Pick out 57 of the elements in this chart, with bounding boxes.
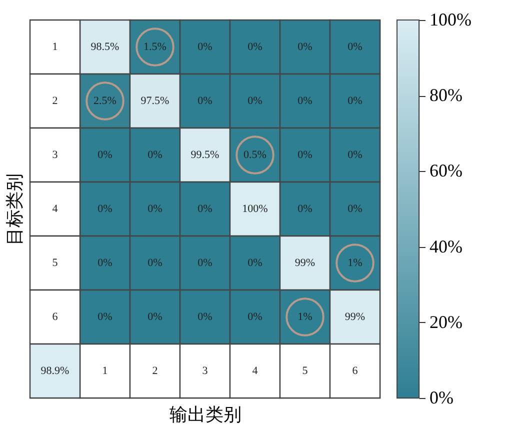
- x-axis-title: 输出类别: [170, 404, 242, 424]
- data-label: 97.5%: [140, 95, 170, 107]
- color-bar-label: 80%: [430, 85, 462, 106]
- y-tick-label: 3: [52, 149, 58, 161]
- data-label: 0%: [248, 257, 262, 269]
- x-tick-label: 2: [152, 365, 158, 377]
- data-label: 2.5%: [94, 95, 116, 107]
- data-label: 0%: [98, 149, 112, 161]
- y-tick-label: 2: [52, 95, 58, 107]
- data-label: 0%: [348, 41, 362, 53]
- data-label: 0%: [198, 41, 212, 53]
- color-bar-label: 60%: [430, 160, 462, 181]
- data-label: 0%: [348, 95, 362, 107]
- data-label: 0%: [198, 257, 212, 269]
- data-label: 0%: [298, 41, 312, 53]
- x-tick-label: 1: [102, 365, 108, 377]
- y-tick-label: 5: [52, 257, 58, 269]
- color-bar-label: 40%: [430, 236, 462, 256]
- y-tick-label: 1: [52, 41, 58, 53]
- data-label: 0%: [98, 257, 112, 269]
- x-tick-label: 6: [352, 365, 358, 377]
- color-bar-label: 100%: [430, 10, 472, 30]
- data-label: 0%: [248, 95, 262, 107]
- data-label: 1%: [298, 311, 312, 323]
- data-label: 1%: [348, 257, 362, 269]
- data-label: 0%: [148, 203, 162, 215]
- y-tick-label: 6: [52, 311, 58, 323]
- text: 98.9%: [40, 365, 70, 377]
- data-label: 0%: [148, 311, 162, 323]
- data-label: 0%: [248, 41, 262, 53]
- data-label: 0%: [298, 95, 312, 107]
- data-label: 99.5%: [190, 149, 220, 161]
- data-label: 0%: [248, 311, 262, 323]
- data-label: 0%: [198, 311, 212, 323]
- data-label: 1.5%: [144, 41, 166, 53]
- x-tick-label: 4: [252, 365, 258, 377]
- data-label: 98.5%: [90, 41, 120, 53]
- data-label: 0%: [298, 149, 312, 161]
- data-label: 0%: [298, 203, 312, 215]
- data-label: 0%: [198, 203, 212, 215]
- x-tick-label: 3: [202, 365, 208, 377]
- data-label: 0.5%: [244, 149, 266, 161]
- data-label: 0%: [98, 311, 112, 323]
- data-label: 0%: [98, 203, 112, 215]
- data-label: 0%: [148, 149, 162, 161]
- data-label: 0%: [148, 257, 162, 269]
- color-bar-label: 20%: [430, 312, 462, 332]
- data-label: 0%: [348, 149, 362, 161]
- x-tick-label: 5: [302, 365, 308, 377]
- data-label: 99%: [294, 257, 316, 269]
- y-tick-label: 4: [52, 203, 58, 215]
- data-label: 100%: [242, 203, 268, 215]
- data-label: 99%: [344, 311, 366, 323]
- data-label: 0%: [198, 95, 212, 107]
- color-bar-label: 0%: [430, 388, 454, 408]
- data-label: 0%: [348, 203, 362, 215]
- y-axis-title: 目标类别: [4, 174, 24, 246]
